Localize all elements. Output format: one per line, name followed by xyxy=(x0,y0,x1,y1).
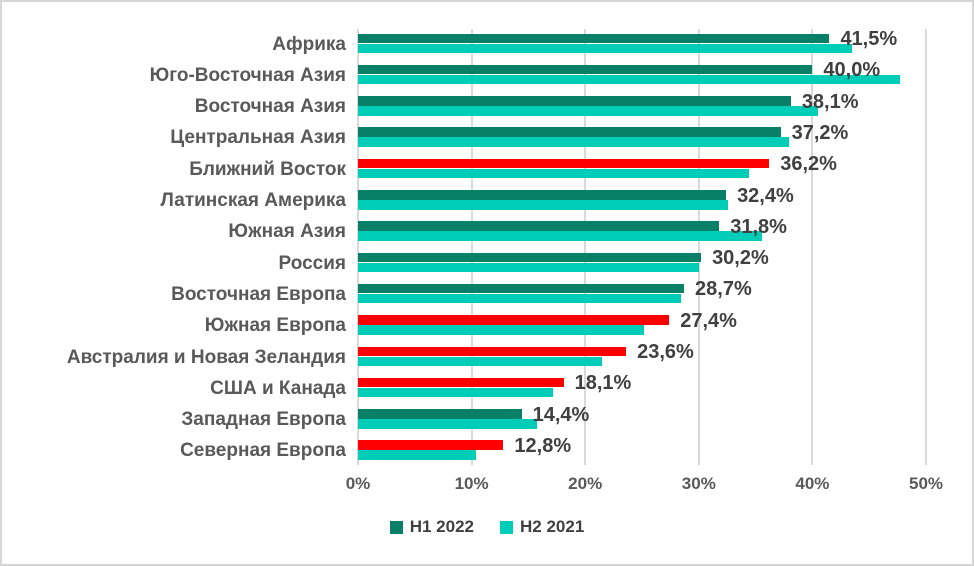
gridline xyxy=(697,29,700,465)
chart-legend: H1 2022 H2 2021 xyxy=(2,517,972,537)
legend-swatch-icon xyxy=(389,520,403,534)
category-label: Ближний Восток xyxy=(189,158,346,180)
value-label: 37,2% xyxy=(791,121,849,144)
value-label: 41,5% xyxy=(840,28,898,50)
value-label: 23,6% xyxy=(637,341,694,363)
category-label: Африка xyxy=(272,33,346,55)
legend-item: H1 2022 xyxy=(389,517,474,537)
value-label: 27,4% xyxy=(680,309,737,332)
x-axis-tick-label: 40% xyxy=(795,474,830,493)
h1-2022-bar xyxy=(358,96,791,106)
x-axis-tick-label: 10% xyxy=(454,474,489,493)
h1-2022-bar xyxy=(358,346,627,356)
h2-2021-bar xyxy=(358,137,789,147)
gridline xyxy=(470,29,473,465)
category-label: Южная Азия xyxy=(228,221,346,243)
h2-2021-bar xyxy=(358,231,763,241)
value-label: 30,2% xyxy=(712,247,769,270)
value-label: 18,1% xyxy=(574,372,632,395)
h1-2022-bar xyxy=(358,315,670,325)
h2-2021-bar xyxy=(358,43,853,53)
category-label: Северная Европа xyxy=(180,440,346,462)
h1-2022-bar xyxy=(358,283,685,294)
h1-2022-bar xyxy=(358,252,702,263)
category-label: Центральная Азия xyxy=(170,127,346,149)
value-label: 12,8% xyxy=(514,434,572,457)
h1-2022-bar xyxy=(358,127,781,137)
category-label: Латинская Америка xyxy=(160,190,346,211)
gridline xyxy=(584,29,587,465)
value-label: 40,0% xyxy=(823,59,881,82)
h2-2021-bar xyxy=(358,356,603,366)
category-label: Австралия и Новая Зеландия xyxy=(66,346,346,368)
value-label: 28,7% xyxy=(695,278,752,301)
h2-2021-bar xyxy=(358,387,554,398)
category-label: Россия xyxy=(278,252,346,274)
legend-label: H2 2021 xyxy=(520,517,585,536)
category-label: США и Канада xyxy=(210,377,346,399)
category-label: Восточная Азия xyxy=(194,96,346,118)
h2-2021-bar xyxy=(358,419,538,429)
h2-2021-bar xyxy=(358,106,819,116)
h1-2022-bar xyxy=(358,190,727,200)
gridline xyxy=(925,29,927,465)
h2-2021-bar xyxy=(358,262,699,273)
h1-2022-bar xyxy=(358,33,830,43)
category-axis-line xyxy=(357,29,359,465)
x-axis-tick-label: 50% xyxy=(908,474,944,493)
legend-swatch-icon xyxy=(500,520,513,534)
h2-2021-bar xyxy=(358,200,729,210)
x-axis-tick-label: 0% xyxy=(345,474,371,493)
h2-2021-bar xyxy=(358,74,900,85)
category-label: Юго-Восточная Азия xyxy=(149,64,346,86)
h2-2021-bar xyxy=(358,450,477,460)
h1-2022-bar xyxy=(358,409,522,419)
h1-2022-bar xyxy=(358,64,813,75)
value-label: 14,4% xyxy=(532,403,590,426)
value-label: 32,4% xyxy=(737,184,794,207)
value-label: 36,2% xyxy=(780,153,837,176)
h1-2022-bar xyxy=(358,158,770,169)
h2-2021-bar xyxy=(358,168,749,179)
h2-2021-bar xyxy=(358,293,681,304)
category-label: Западная Европа xyxy=(181,409,346,431)
category-label: Восточная Европа xyxy=(171,283,346,305)
category-label: Южная Европа xyxy=(204,315,346,337)
x-axis-tick-label: 20% xyxy=(568,474,603,493)
h1-2022-bar xyxy=(358,221,720,231)
value-label: 38,1% xyxy=(801,90,859,113)
gridline xyxy=(811,29,814,465)
legend-label: H1 2022 xyxy=(409,517,474,536)
legend-item: H2 2021 xyxy=(500,517,584,537)
h1-2022-bar xyxy=(358,440,504,450)
h2-2021-bar xyxy=(358,325,645,335)
h1-2022-bar xyxy=(358,377,564,388)
x-axis-tick-label: 30% xyxy=(681,474,716,493)
value-label: 31,8% xyxy=(730,215,787,238)
